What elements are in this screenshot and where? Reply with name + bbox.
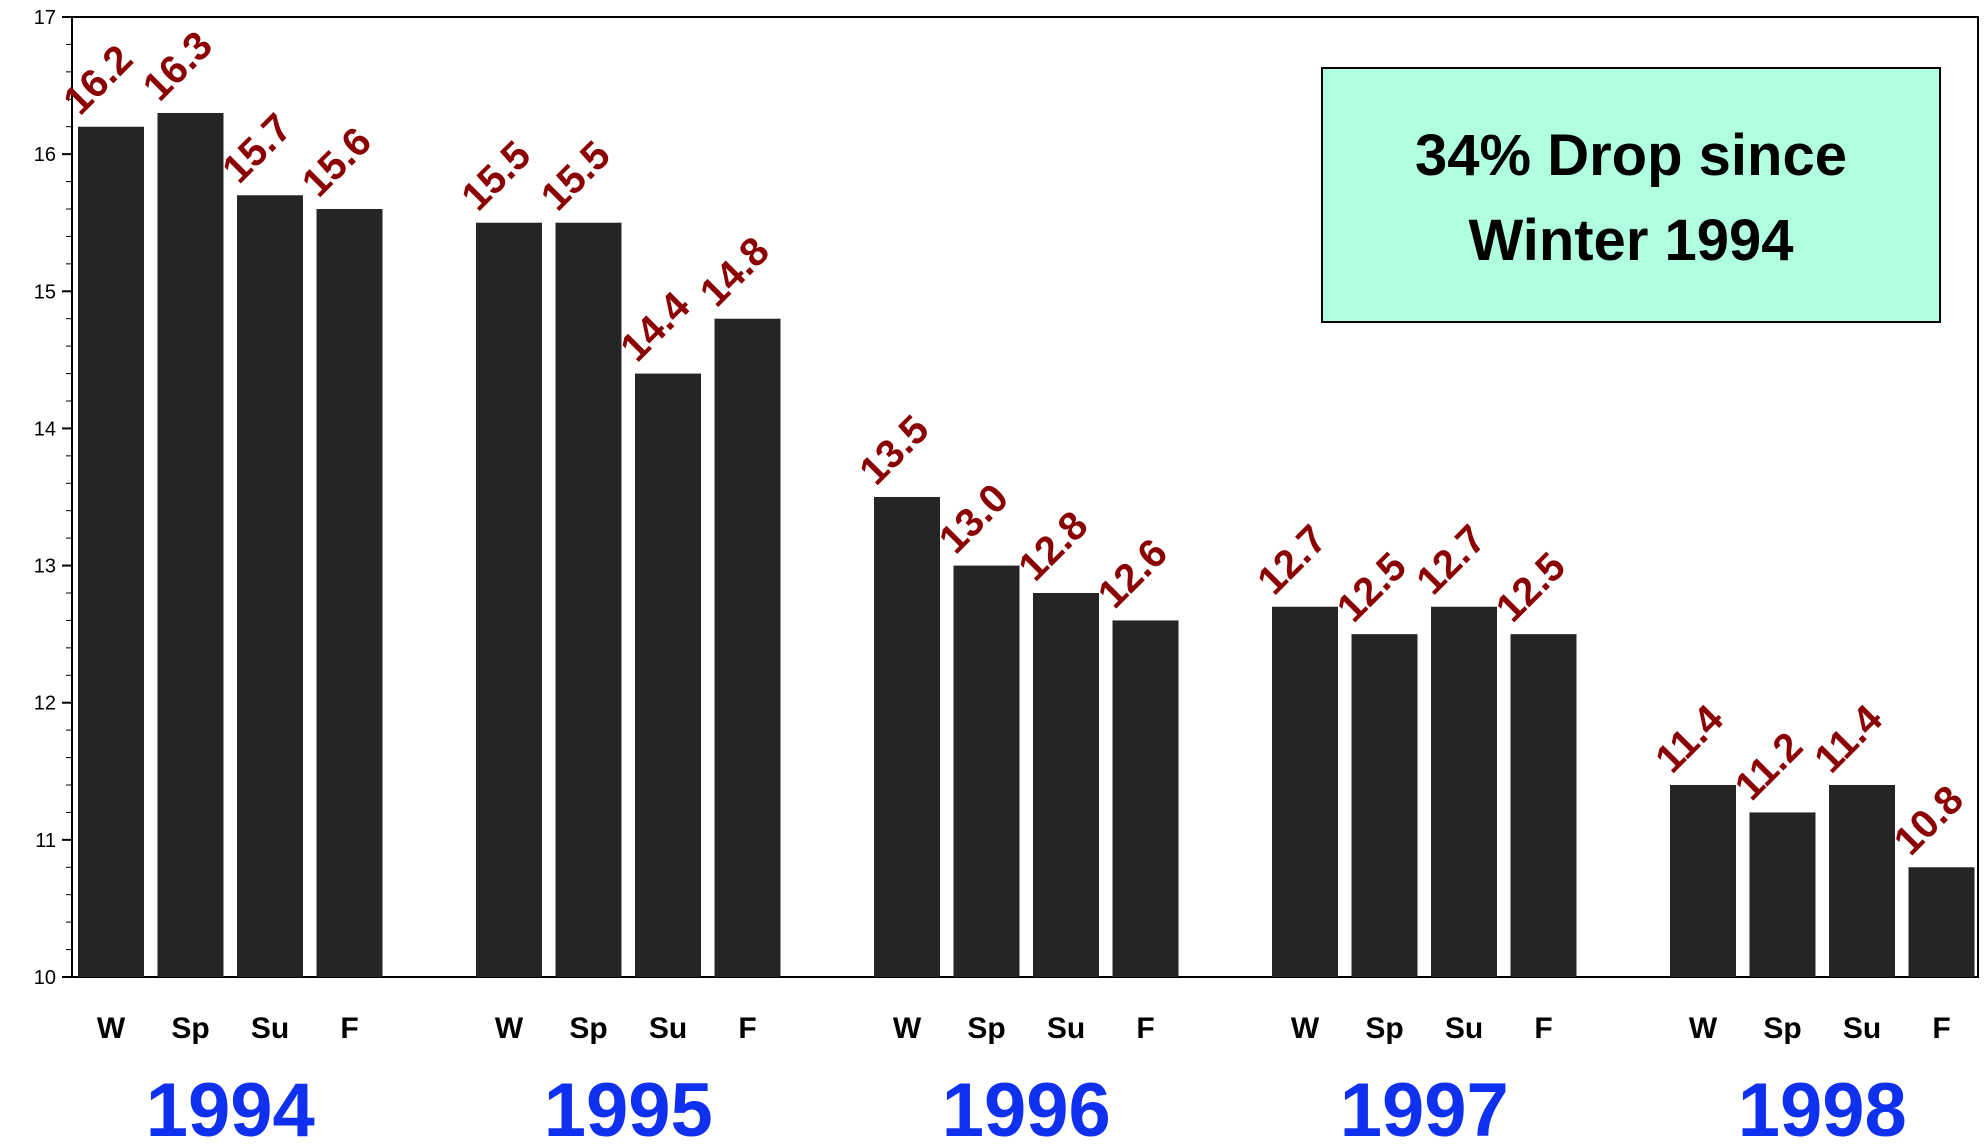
y-tick-label: 12 <box>34 693 56 715</box>
y-tick-label: 14 <box>34 418 56 440</box>
y-tick-label: 15 <box>34 281 56 303</box>
data-label: 14.8 <box>692 229 778 315</box>
data-label: 12.5 <box>1488 544 1574 630</box>
season-label: Sp <box>1365 1012 1403 1045</box>
season-label: W <box>1291 1012 1320 1045</box>
y-tick-label: 13 <box>34 556 56 578</box>
bar-1997-Su <box>1431 606 1497 977</box>
season-label: W <box>97 1012 126 1045</box>
bars <box>78 113 1975 978</box>
year-label: 1998 <box>1738 1068 1907 1141</box>
callout-background <box>1321 67 1941 323</box>
bar-1995-Su <box>635 373 701 978</box>
year-label: 1994 <box>146 1068 315 1141</box>
data-label: 11.4 <box>1806 696 1891 781</box>
data-label: 15.6 <box>294 119 380 205</box>
bar-1994-W <box>78 126 144 977</box>
season-label: Su <box>251 1012 289 1045</box>
bar-1995-Sp <box>555 222 622 977</box>
bar-1996-Sp <box>953 565 1020 977</box>
bar-1998-F <box>1908 867 1975 977</box>
bar-1995-W <box>476 222 542 977</box>
bar-1998-W <box>1670 785 1736 977</box>
season-label: Su <box>1445 1012 1483 1045</box>
bar-1994-Sp <box>157 113 224 977</box>
callout-text-line: Winter 1994 <box>1468 208 1793 273</box>
year-label: 1995 <box>544 1068 713 1141</box>
season-label: Sp <box>171 1012 209 1045</box>
season-label: Su <box>1843 1012 1881 1045</box>
axes: 10 11 12 13 14 15 16 17 <box>34 7 1979 989</box>
y-tick-label: 10 <box>34 967 56 989</box>
callout-text-line: 34% Drop since <box>1415 123 1847 188</box>
data-label: 15.5 <box>453 133 539 219</box>
plot-frame <box>71 16 1979 978</box>
season-label: F <box>1136 1012 1154 1045</box>
y-tick-label: 17 <box>34 7 56 29</box>
callout-box: 34% Drop since Winter 1994 <box>1321 67 1941 323</box>
data-label: 12.7 <box>1249 517 1335 603</box>
season-label: W <box>1689 1012 1718 1045</box>
season-label: Sp <box>569 1012 607 1045</box>
year-label: 1996 <box>942 1068 1111 1141</box>
season-label: Su <box>649 1012 687 1045</box>
season-label: Sp <box>1763 1012 1801 1045</box>
data-label: 13.0 <box>931 476 1017 562</box>
y-tick-label: 16 <box>34 144 56 166</box>
bar-1997-W <box>1272 606 1338 977</box>
season-label: W <box>495 1012 524 1045</box>
data-label: 10.8 <box>1886 777 1972 863</box>
data-label: 12.6 <box>1090 531 1176 617</box>
data-label: 16.3 <box>135 23 221 109</box>
season-label: F <box>738 1012 756 1045</box>
y-tick-label: 11 <box>35 830 56 852</box>
data-label: 11.4 <box>1647 696 1732 781</box>
data-label: 15.7 <box>214 105 300 191</box>
season-label: W <box>893 1012 922 1045</box>
data-label: 13.5 <box>851 407 937 493</box>
bar-1996-F <box>1112 620 1179 977</box>
data-label: 12.5 <box>1329 544 1415 630</box>
bar-1997-F <box>1510 634 1577 977</box>
season-label: F <box>340 1012 358 1045</box>
bar-1997-Sp <box>1351 634 1418 977</box>
bar-1994-F <box>316 209 383 977</box>
bar-1996-Su <box>1033 593 1099 977</box>
season-label: Su <box>1047 1012 1085 1045</box>
x-axis-labels: W Sp Su F 1994 W Sp Su F 1995 W Sp Su F 1996 W Sp Su F 1997… <box>97 1012 1951 1146</box>
bar-1996-W <box>874 497 940 977</box>
data-label: 11.2 <box>1727 724 1812 809</box>
bar-1998-Sp <box>1749 812 1816 977</box>
bar-1998-Su <box>1829 785 1895 977</box>
year-label: 1997 <box>1340 1068 1509 1141</box>
season-label: F <box>1932 1012 1950 1045</box>
data-label: 12.7 <box>1408 517 1494 603</box>
data-label: 16.2 <box>55 37 141 123</box>
data-label: 15.5 <box>533 133 619 219</box>
bar-1994-Su <box>237 195 303 978</box>
season-label: Sp <box>967 1012 1005 1045</box>
data-label: 14.4 <box>612 283 699 370</box>
bar-1995-F <box>714 318 781 977</box>
data-label: 12.8 <box>1010 503 1096 589</box>
season-label: F <box>1534 1012 1552 1045</box>
